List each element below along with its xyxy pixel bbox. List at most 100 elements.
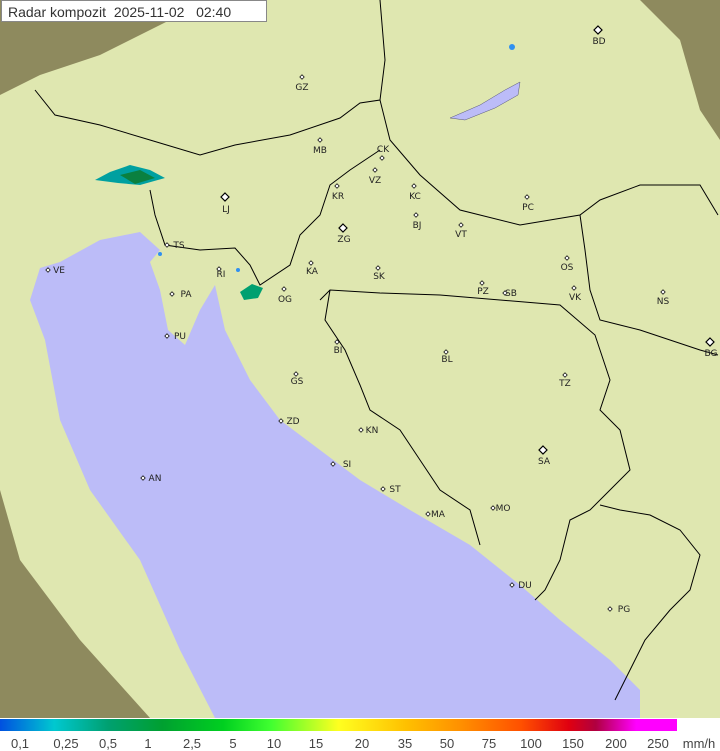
city-label: RI <box>217 270 226 280</box>
city-marker-icon <box>299 74 305 80</box>
city-label: PC <box>522 203 534 213</box>
city-marker-icon <box>281 286 287 292</box>
city-label: TS <box>172 241 184 251</box>
legend-value: 0,5 <box>98 736 118 751</box>
city-marker-icon <box>564 255 570 261</box>
city-label: VZ <box>369 176 381 186</box>
legend-value: 0,25 <box>53 736 79 751</box>
city-marker-icon <box>562 372 568 378</box>
legend-value: 250 <box>647 736 669 751</box>
city-label: OS <box>561 263 574 273</box>
radar-echoes <box>95 44 515 300</box>
city-label: BJ <box>413 221 422 231</box>
city-marker-icon <box>164 333 170 339</box>
legend-value: 75 <box>481 736 497 751</box>
legend-value: 35 <box>397 736 413 751</box>
city-label: BD <box>592 37 605 47</box>
city-marker-icon <box>317 137 323 143</box>
city-markers: GZ BD MB CK VZ KR KC PC LJ BJ VT ZG TS VE KA SK OS RI PA PZ… <box>45 25 718 615</box>
city-marker-icon <box>413 212 419 218</box>
city-label: VK <box>569 293 582 303</box>
city-label: VT <box>455 230 467 240</box>
legend-value: 20 <box>354 736 370 751</box>
city-marker-icon <box>379 155 385 161</box>
city-label: PZ <box>477 287 489 297</box>
city-marker-icon <box>278 418 284 424</box>
city-marker-icon <box>334 183 340 189</box>
city-label: ZD <box>286 417 299 427</box>
city-marker-icon <box>338 223 348 233</box>
city-label: SA <box>538 457 551 467</box>
legend-unit: mm/h <box>682 736 716 751</box>
city-marker-icon <box>479 280 485 286</box>
city-marker-icon <box>458 222 464 228</box>
city-label: PG <box>618 605 630 615</box>
city-label: PU <box>174 332 186 342</box>
legend-value: 15 <box>308 736 324 751</box>
city-marker-icon <box>330 461 336 467</box>
city-label: GZ <box>295 83 308 93</box>
city-label: SB <box>505 289 517 299</box>
city-label: GS <box>291 377 304 387</box>
city-marker-icon <box>220 192 230 202</box>
legend-value: 150 <box>562 736 584 751</box>
city-marker-icon <box>380 486 386 492</box>
title-label: Radar kompozit <box>8 4 107 20</box>
radar-map: GZ BD MB CK VZ KR KC PC LJ BJ VT ZG TS VE KA SK OS RI PA PZ… <box>0 0 720 718</box>
city-label: TZ <box>558 379 571 389</box>
city-marker-icon <box>705 337 715 347</box>
city-marker-icon <box>308 260 314 266</box>
city-label: DU <box>518 581 532 591</box>
city-label: BG <box>705 349 718 359</box>
city-marker-icon <box>593 25 603 35</box>
legend-value: 200 <box>605 736 627 751</box>
sea <box>30 232 640 718</box>
city-label: KC <box>409 192 421 202</box>
legend-value: 100 <box>520 736 542 751</box>
city-marker-icon <box>607 606 613 612</box>
city-marker-icon <box>375 265 381 271</box>
city-label: AN <box>149 474 162 484</box>
title-date: 2025-11-02 <box>113 4 185 20</box>
city-marker-icon <box>538 445 548 455</box>
title-time: 02:40 <box>196 4 232 20</box>
city-marker-icon <box>660 289 666 295</box>
city-label: SI <box>343 460 351 470</box>
legend-value: 5 <box>229 736 237 751</box>
city-marker-icon <box>509 582 515 588</box>
city-label: MO <box>496 504 511 514</box>
city-marker-icon <box>443 349 449 355</box>
city-label: ZG <box>337 235 350 245</box>
city-marker-icon <box>372 167 378 173</box>
city-label: CK <box>377 145 390 155</box>
city-label: PA <box>180 290 192 300</box>
city-marker-icon <box>425 511 431 517</box>
city-label: BL <box>441 355 452 365</box>
city-marker-icon <box>502 290 508 296</box>
city-label: SK <box>373 272 386 282</box>
city-marker-icon <box>140 475 146 481</box>
city-label: KR <box>332 192 344 202</box>
map-title: Radar kompozit 2025-11-02 02:40 <box>1 0 267 22</box>
city-label: LJ <box>222 205 230 215</box>
city-label: KN <box>366 426 379 436</box>
city-label: KA <box>306 267 319 277</box>
city-label: NS <box>657 297 670 307</box>
city-marker-icon <box>293 371 299 377</box>
city-marker-icon <box>524 194 530 200</box>
city-marker-icon <box>490 505 496 511</box>
city-label: MA <box>431 510 446 520</box>
legend-value: 10 <box>266 736 282 751</box>
city-marker-icon <box>45 267 51 273</box>
legend-value: 2,5 <box>182 736 202 751</box>
city-marker-icon <box>358 427 364 433</box>
city-marker-icon <box>169 291 175 297</box>
city-label: ST <box>389 485 401 495</box>
city-marker-icon <box>411 183 417 189</box>
city-label: OG <box>278 295 292 305</box>
city-label: MB <box>313 146 327 156</box>
city-marker-icon <box>216 266 222 272</box>
legend-value: 0,1 <box>10 736 30 751</box>
lake-balaton <box>449 81 521 121</box>
legend-value: 1 <box>144 736 152 751</box>
